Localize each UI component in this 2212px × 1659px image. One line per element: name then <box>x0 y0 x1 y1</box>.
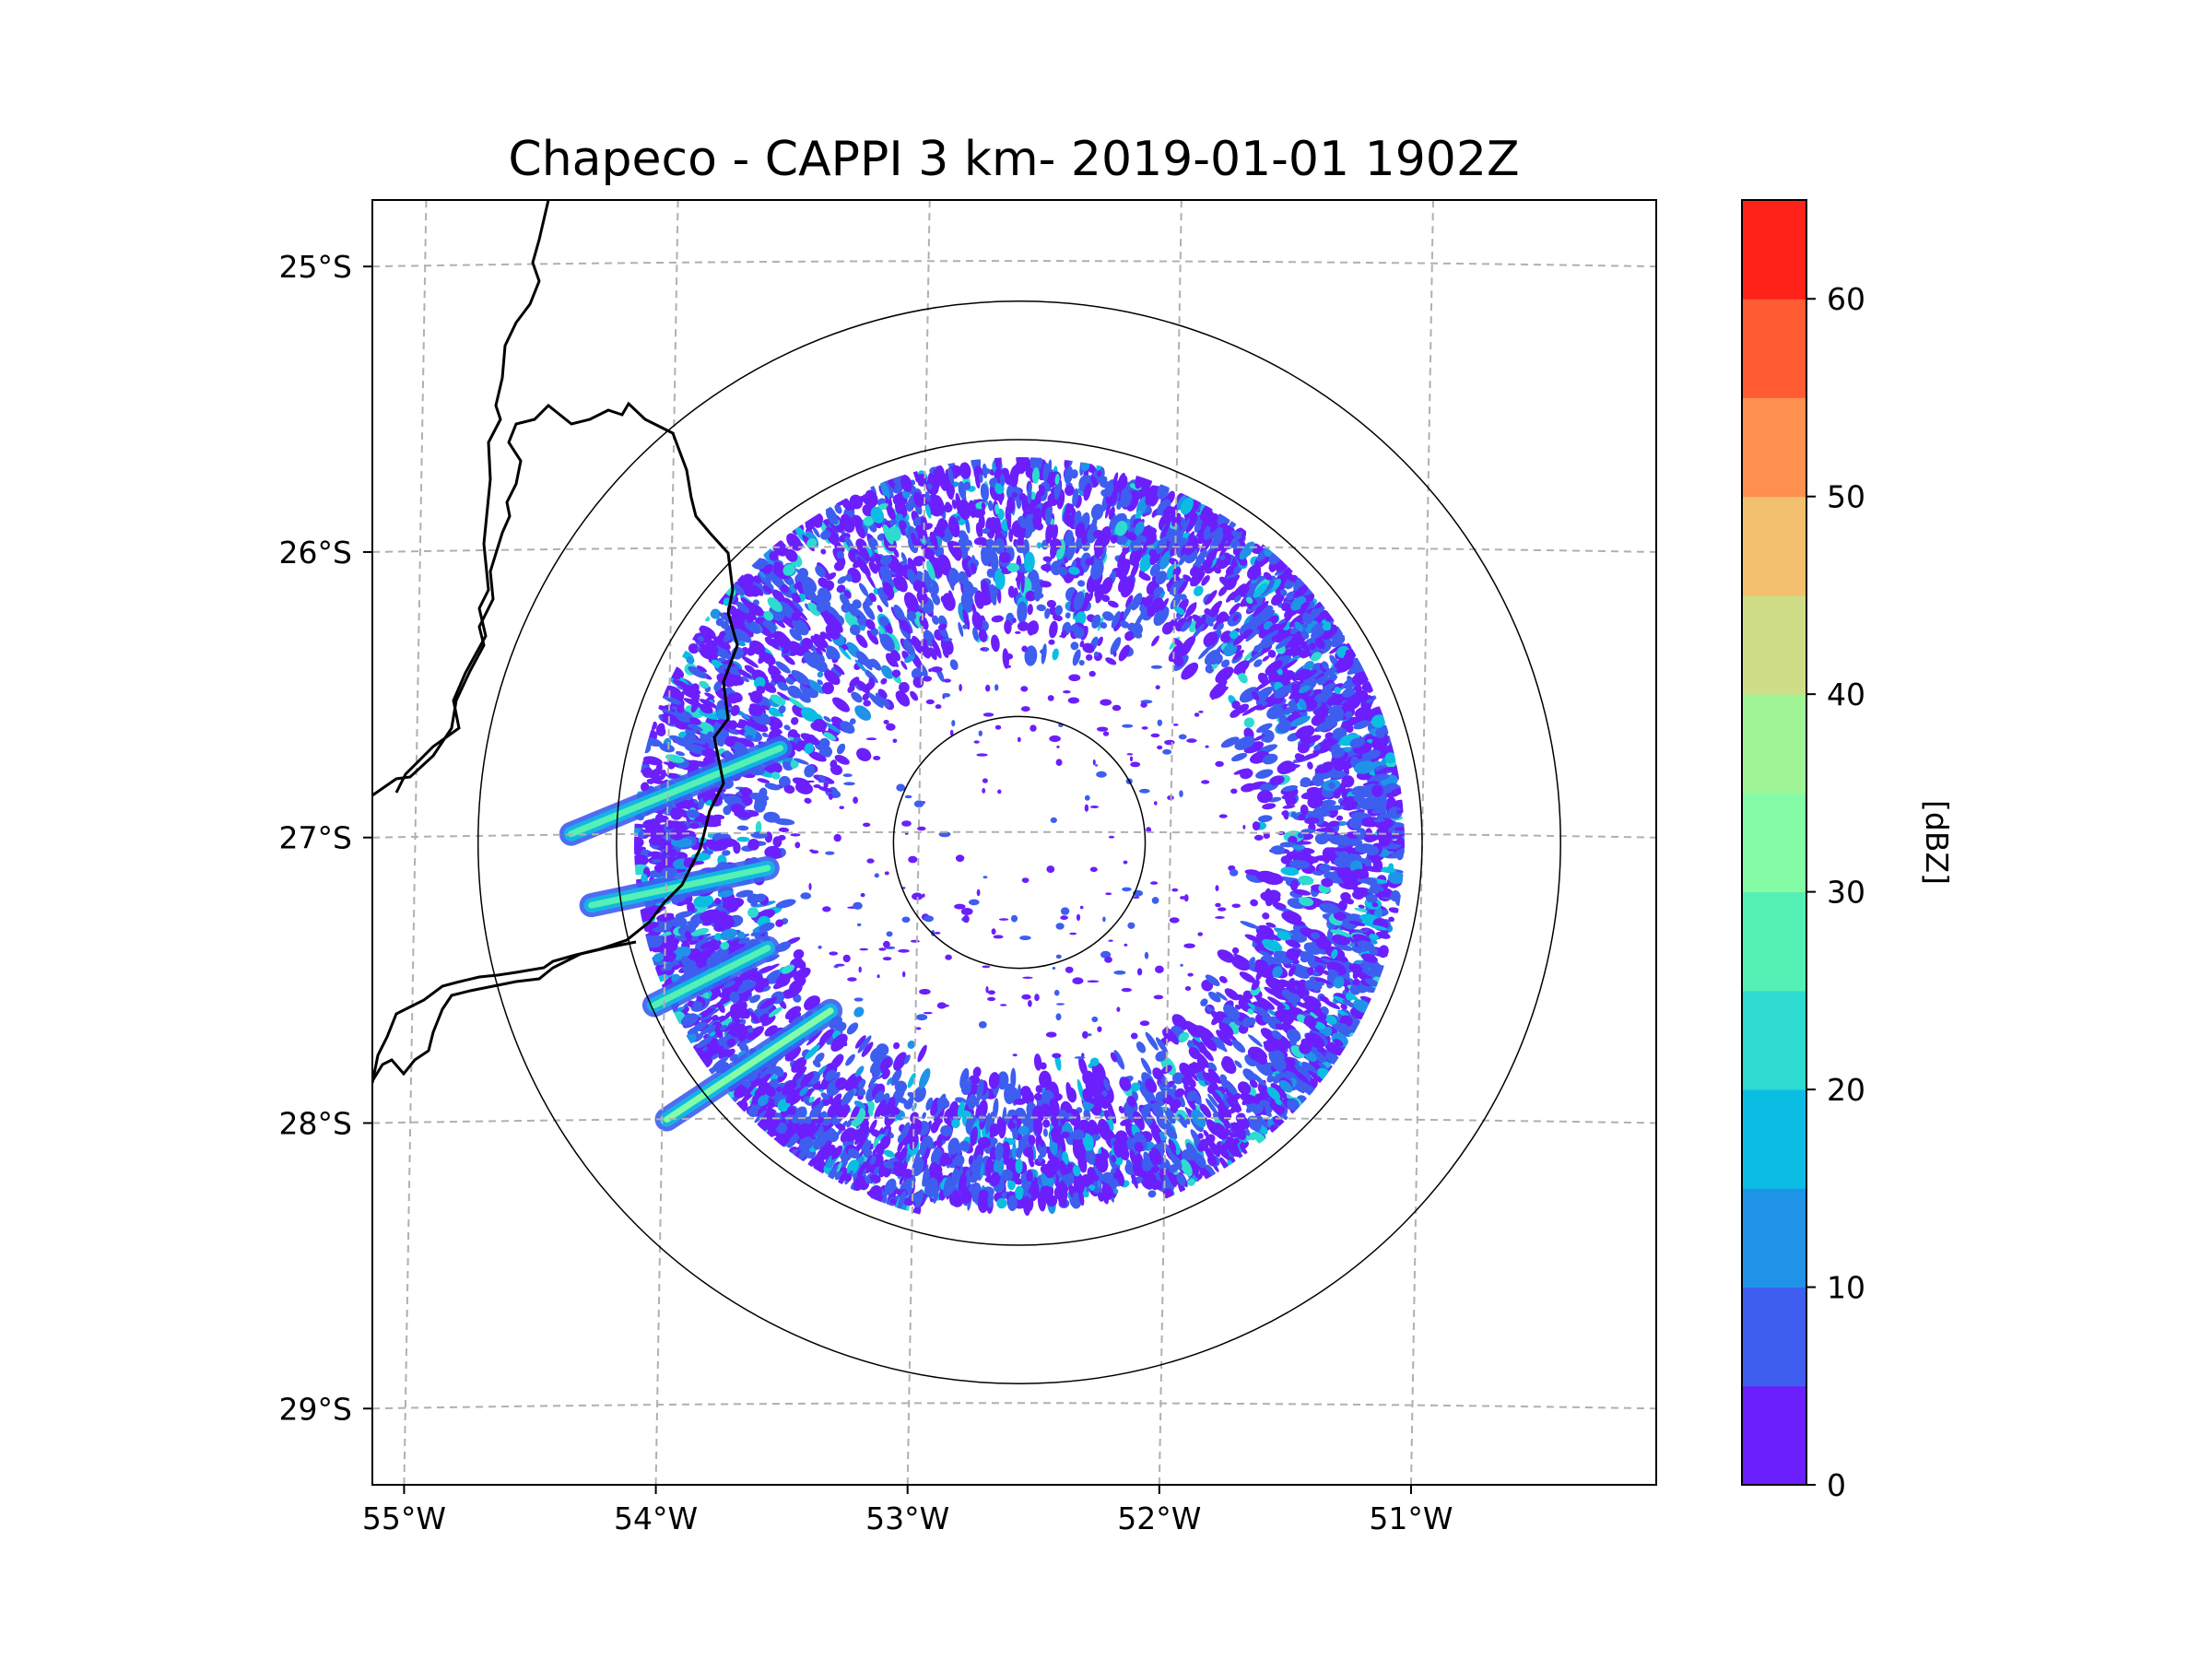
echo-cell <box>929 647 937 661</box>
echo-cell <box>907 558 918 576</box>
echo-cell <box>660 769 666 780</box>
radar-echoes <box>634 457 1405 1219</box>
echo-cell <box>768 665 781 677</box>
echo-cell <box>1119 620 1130 629</box>
echo-cell <box>792 777 810 787</box>
echo-cell <box>1101 594 1111 602</box>
echo-cell <box>770 726 782 735</box>
echo-cell <box>991 615 1004 623</box>
echo-cell <box>857 609 869 626</box>
echo-cell <box>866 629 879 645</box>
echo-cell <box>1138 572 1151 582</box>
echo-cell <box>779 775 791 788</box>
echo-cell <box>855 634 868 648</box>
echo-cell <box>810 637 827 653</box>
echo-cell <box>1118 644 1131 662</box>
echo-cell <box>962 608 971 630</box>
echo-cell <box>1097 636 1103 646</box>
echo-cell <box>772 836 782 848</box>
echo-cell <box>1101 611 1114 621</box>
echo-cell <box>794 758 809 765</box>
echo-cell <box>1041 563 1053 572</box>
echo-cell <box>1072 649 1081 666</box>
echo-cell <box>877 605 883 613</box>
echo-cell <box>868 560 878 574</box>
echo-cell <box>818 786 833 793</box>
echo-cell <box>1064 465 1074 484</box>
echo-cell <box>1070 641 1079 651</box>
echo-cell <box>1151 510 1158 518</box>
chart-title: Chapeco - CAPPI 3 km- 2019-01-01 1902Z <box>508 132 1519 187</box>
echo-cell <box>1105 657 1117 665</box>
echo-cell <box>837 743 846 755</box>
echo-cell <box>856 747 872 762</box>
echo-cell <box>688 643 700 654</box>
echo-cell <box>949 659 959 671</box>
echo-cell <box>832 697 850 712</box>
echo-cell <box>683 698 704 709</box>
echo-cell <box>787 697 806 710</box>
echo-cell <box>778 705 786 714</box>
echo-cell <box>862 692 870 701</box>
echo-cell <box>991 634 1000 653</box>
echo-cell <box>1108 512 1116 533</box>
echo-cell <box>741 655 759 668</box>
echo-cell <box>1018 1145 1022 1159</box>
echo-cell <box>1113 611 1125 632</box>
echo-cell <box>1101 553 1108 564</box>
echo-cell <box>885 653 898 667</box>
echo-cell <box>893 605 905 622</box>
plot-area <box>372 200 1656 1485</box>
echo-cell <box>987 500 994 512</box>
echo-cell <box>1015 1158 1023 1174</box>
echo-cell <box>757 778 771 783</box>
echo-cell <box>1016 457 1027 475</box>
echo-cell <box>932 639 942 659</box>
echo-cell <box>1008 528 1014 543</box>
echo-cell <box>766 637 782 651</box>
echo-cell <box>651 769 659 780</box>
echo-cell <box>823 732 837 741</box>
echo-cell <box>771 589 786 604</box>
echo-cell <box>1021 645 1028 653</box>
echo-cell <box>1046 599 1056 608</box>
echo-cell <box>1014 1098 1027 1105</box>
echo-cell <box>942 593 956 611</box>
echo-cell <box>648 836 666 846</box>
echo-cell <box>912 556 925 567</box>
echo-cell <box>747 839 759 851</box>
echo-cell <box>875 692 890 708</box>
echo-cell <box>1015 1185 1024 1200</box>
plot-background <box>372 200 1656 1485</box>
echo-cell <box>764 782 781 791</box>
echo-cell <box>895 690 911 707</box>
echo-cell <box>724 687 733 694</box>
echo-cell <box>1052 524 1059 541</box>
echo-cell <box>808 751 827 762</box>
echo-cell <box>1341 842 1351 847</box>
echo-cell <box>804 797 812 804</box>
echo-cell <box>713 646 733 660</box>
echo-cell <box>1024 645 1038 666</box>
echo-region-north-arc <box>637 457 1215 804</box>
